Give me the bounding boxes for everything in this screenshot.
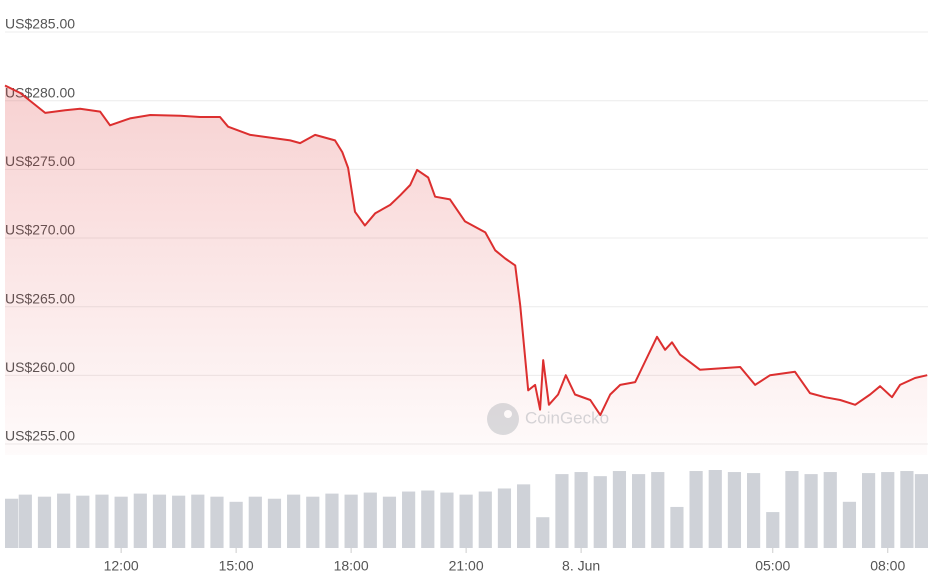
x-tick-label: 18:00: [334, 558, 369, 574]
volume-bar: [914, 474, 928, 548]
volume-bar: [459, 494, 473, 548]
volume-bar: [497, 488, 512, 548]
volume-bar: [76, 495, 90, 548]
volume-bar: [766, 512, 780, 548]
volume-bar: [689, 471, 703, 548]
volume-bar: [670, 506, 684, 548]
volume-bar: [421, 490, 435, 548]
volume-bar: [708, 470, 722, 548]
watermark-text: CoinGecko: [525, 408, 609, 427]
volume-bar: [382, 496, 397, 548]
volume-bar: [823, 472, 837, 548]
x-tick-label: 12:00: [104, 558, 139, 574]
volume-bar: [440, 492, 454, 548]
volume-bar: [785, 471, 799, 548]
volume-bar: [191, 494, 205, 548]
volume-bar: [536, 517, 550, 548]
volume-bar: [18, 494, 32, 548]
volume-bar: [267, 498, 282, 548]
volume-bar: [593, 476, 607, 548]
volume-bar: [287, 494, 301, 548]
volume-bar: [344, 494, 358, 548]
volume-bar: [555, 474, 569, 548]
x-tick-label: 8. Jun: [562, 558, 600, 574]
volume-bar: [881, 472, 895, 548]
x-tick-label: 15:00: [219, 558, 254, 574]
price-line: [4, 84, 928, 417]
volume-bar: [306, 496, 320, 548]
volume-bar: [114, 496, 128, 548]
y-tick-label: US$285.00: [5, 16, 75, 32]
x-tick-label: 05:00: [755, 558, 790, 574]
volume-bar: [5, 498, 19, 548]
volume-bar: [229, 501, 243, 548]
watermark: CoinGecko: [487, 403, 609, 435]
volume-bar: [574, 472, 588, 548]
volume-bar: [478, 491, 492, 548]
volume-bar: [210, 496, 224, 548]
volume-bar: [727, 472, 742, 548]
volume-bar: [842, 501, 857, 548]
volume-bar: [651, 472, 665, 548]
volume-bar: [57, 493, 71, 548]
x-tick-label: 21:00: [449, 558, 484, 574]
volume-bar: [804, 474, 818, 548]
volume-bar: [900, 471, 914, 548]
price-area: [5, 85, 928, 455]
volume-bar: [517, 484, 531, 548]
x-tick-label: 08:00: [870, 558, 905, 574]
volume-bar: [325, 493, 339, 548]
volume-bar: [861, 473, 876, 548]
volume-bar: [402, 491, 416, 548]
volume-bar: [747, 473, 761, 548]
volume-bar: [152, 494, 167, 548]
volume-bar: [37, 496, 52, 548]
volume-bar: [172, 495, 186, 548]
volume-bar: [248, 496, 262, 548]
volume-bar: [95, 494, 109, 548]
volume-bar: [632, 474, 646, 548]
volume-bar: [363, 492, 377, 548]
volume-bar: [133, 493, 147, 548]
volume-bar: [612, 471, 627, 548]
